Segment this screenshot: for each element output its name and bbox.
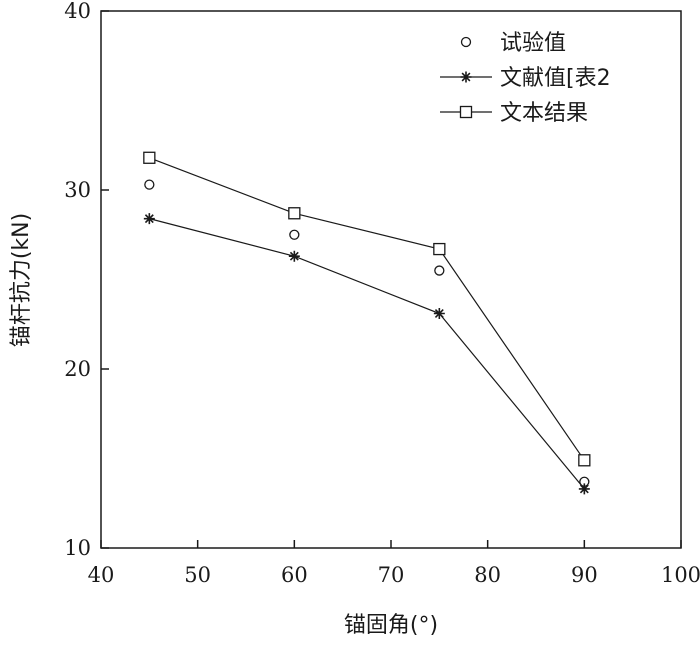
data-point-circle-75: [434, 265, 445, 276]
data-point-square-90: [578, 454, 591, 467]
series-line-square: [149, 157, 585, 461]
data-point-asterisk-90: [578, 483, 590, 495]
x-axis: 40 50 60 70 80 90 100: [88, 540, 700, 587]
data-point-circle-60: [289, 229, 300, 240]
data-point-square-75: [433, 242, 446, 256]
y-tick-label-20: 20: [64, 357, 91, 381]
legend-label: 试验值: [500, 31, 566, 56]
y-tick-label-10: 10: [64, 536, 91, 560]
series-asterisk: [143, 213, 590, 495]
data-point-square-60: [288, 207, 301, 220]
y-axis-label: 锚杆抗力(kN): [9, 213, 34, 347]
legend-marker-square: [459, 105, 473, 119]
x-tick-label-90: 90: [571, 563, 598, 587]
x-tick-label-50: 50: [184, 563, 211, 587]
series-circle: [144, 179, 590, 487]
x-tick-label-100: 100: [661, 563, 700, 587]
legend-item-circle: 试验值: [460, 31, 566, 56]
data-point-circle-45: [144, 179, 155, 190]
y-tick-label-40: 40: [64, 0, 91, 23]
legend-marker-asterisk: [460, 71, 472, 83]
legend-label: 文献值[表2: [500, 66, 611, 91]
data-point-asterisk-45: [143, 213, 155, 225]
legend-marker-circle: [460, 36, 472, 48]
y-axis: 10 20 30 40: [64, 0, 109, 560]
x-axis-label: 锚固角(°): [344, 613, 438, 638]
x-tick-label-60: 60: [281, 563, 308, 587]
legend-label: 文本结果: [500, 101, 588, 126]
series-layer: [143, 151, 591, 495]
data-point-asterisk-60: [288, 250, 300, 262]
plot-frame: [100, 10, 682, 549]
data-point-asterisk-75: [433, 308, 445, 320]
data-point-square-45: [143, 151, 156, 164]
legend-item-square: 文本结果: [440, 101, 588, 126]
x-tick-label-80: 80: [474, 563, 501, 587]
series-line-asterisk: [149, 218, 585, 490]
x-tick-label-70: 70: [378, 563, 405, 587]
legend-item-asterisk: 文献值[表2: [440, 66, 611, 91]
y-tick-label-30: 30: [64, 178, 91, 202]
series-square: [143, 151, 591, 467]
x-tick-label-40: 40: [88, 563, 115, 587]
